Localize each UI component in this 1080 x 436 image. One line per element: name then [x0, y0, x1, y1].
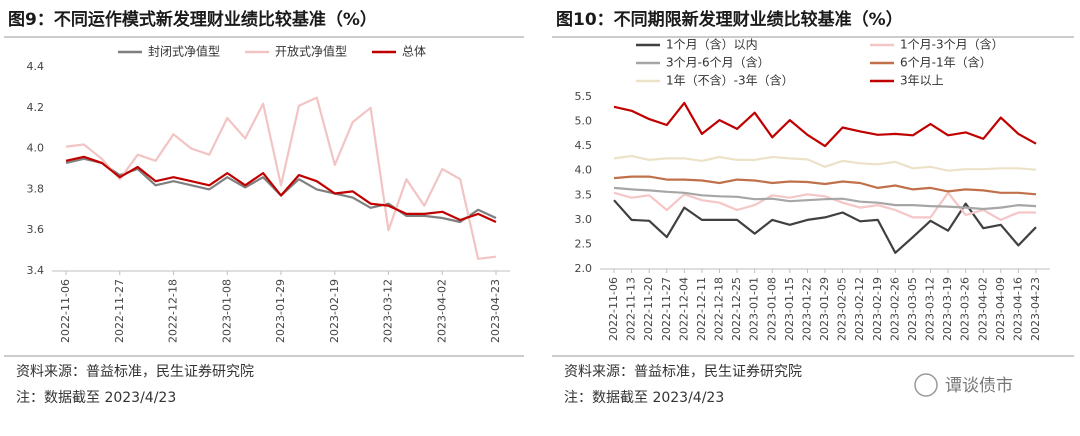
- watermark-icon: [914, 373, 938, 397]
- watermark-text: 谭谈债市: [945, 376, 1013, 396]
- data-note: 注：数据截至 2023/4/23: [564, 390, 724, 406]
- series-line: [613, 191, 1036, 221]
- x-tick-label: 2023-02-05: [836, 277, 849, 341]
- legend-label: 开放式净值型: [275, 44, 347, 59]
- x-tick-label: 2023-01-15: [783, 277, 796, 341]
- y-tick-label: 5.0: [575, 115, 593, 128]
- x-tick-label: 2023-03-12: [382, 279, 395, 343]
- y-tick-label: 3.4: [27, 264, 45, 277]
- y-tick-label: 3.6: [27, 223, 45, 236]
- y-tick-label: 4.5: [575, 139, 593, 152]
- x-tick-label: 2023-01-01: [748, 277, 761, 341]
- y-tick-label: 3.0: [575, 213, 593, 226]
- legend-label: 1个月-3个月（含）: [900, 37, 1004, 52]
- y-tick-label: 3.5: [575, 188, 593, 201]
- chart: 图9：不同运作模式新发理财业绩比较基准（%） 资料来源：普益标准，民生证券研究院注…: [4, 9, 524, 406]
- x-tick-label: 2022-12-18: [713, 277, 726, 341]
- legend-label: 1年（不含）-3年（含）: [666, 73, 794, 88]
- x-tick-label: 2023-03-26: [959, 277, 972, 341]
- x-tick-label: 2023-02-12: [853, 277, 866, 341]
- chart: 图10：不同期限新发理财业绩比较基准（%） 资料来源：普益标准，民生证券研究院注：…: [552, 9, 1074, 406]
- data-note: 注：数据截至 2023/4/23: [16, 390, 176, 406]
- x-tick-label: 2022-11-27: [113, 279, 126, 343]
- x-tick-label: 2023-04-02: [435, 279, 448, 343]
- watermark: 谭谈债市: [914, 373, 1013, 397]
- x-tick-label: 2022-11-06: [607, 277, 620, 341]
- x-tick-label: 2023-03-05: [906, 277, 919, 341]
- legend-label: 3年以上: [900, 74, 944, 88]
- x-tick-label: 2022-12-04: [677, 277, 690, 341]
- x-tick-label: 2023-02-19: [328, 279, 341, 343]
- x-tick-label: 2023-02-26: [888, 277, 901, 341]
- y-tick-label: 4.4: [27, 60, 45, 73]
- legend-label: 封闭式净值型: [148, 44, 220, 59]
- series-line: [613, 101, 1037, 148]
- x-tick-label: 2023-04-16: [1011, 277, 1024, 341]
- x-tick-label: 2023-01-22: [800, 277, 813, 341]
- series-line: [613, 199, 1037, 254]
- series-line: [613, 186, 1037, 211]
- x-tick-label: 2022-11-20: [642, 277, 655, 341]
- x-tick-label: 2022-12-25: [730, 277, 743, 341]
- x-tick-label: 2023-04-09: [994, 277, 1007, 341]
- y-tick-label: 2.0: [575, 262, 593, 275]
- chart-title: 图9：不同运作模式新发理财业绩比较基准（%）: [8, 9, 377, 30]
- y-tick-label: 4.0: [575, 164, 593, 177]
- x-tick-label: 2023-01-29: [818, 277, 831, 341]
- legend-label: 3个月-6个月（含）: [666, 55, 770, 70]
- y-tick-label: 5.5: [575, 90, 593, 103]
- legend-label: 6个月-1年（含）: [900, 55, 992, 70]
- x-tick-label: 2022-11-13: [625, 277, 638, 341]
- y-tick-label: 4.2: [27, 101, 45, 114]
- x-tick-label: 2022-11-27: [660, 277, 673, 341]
- source-note: 资料来源：普益标准，民生证券研究院: [564, 364, 802, 380]
- x-tick-label: 2022-12-18: [167, 279, 180, 343]
- x-tick-label: 2023-01-29: [274, 279, 287, 343]
- series-line: [613, 175, 1037, 196]
- series-line: [613, 154, 1037, 172]
- x-tick-label: 2022-11-06: [59, 279, 72, 343]
- y-tick-label: 3.8: [27, 182, 45, 195]
- legend-label: 1个月（含）以内: [666, 37, 758, 52]
- series-line: [65, 96, 497, 260]
- x-tick-label: 2022-12-11: [695, 277, 708, 341]
- x-tick-label: 2023-01-08: [765, 277, 778, 341]
- x-tick-label: 2023-02-19: [871, 277, 884, 341]
- x-tick-label: 2023-04-23: [489, 279, 502, 343]
- y-tick-label: 4.0: [27, 142, 45, 155]
- source-note: 资料来源：普益标准，民生证券研究院: [16, 364, 254, 380]
- legend-label: 总体: [402, 45, 426, 59]
- x-tick-label: 2023-03-12: [924, 277, 937, 341]
- y-tick-label: 2.5: [575, 237, 593, 250]
- series-line: [65, 155, 497, 224]
- x-tick-label: 2023-01-08: [220, 279, 233, 343]
- x-tick-label: 2023-04-02: [976, 277, 989, 341]
- chart-title: 图10：不同期限新发理财业绩比较基准（%）: [556, 9, 903, 30]
- x-tick-label: 2023-04-23: [1029, 277, 1042, 341]
- x-tick-label: 2023-03-19: [941, 277, 954, 341]
